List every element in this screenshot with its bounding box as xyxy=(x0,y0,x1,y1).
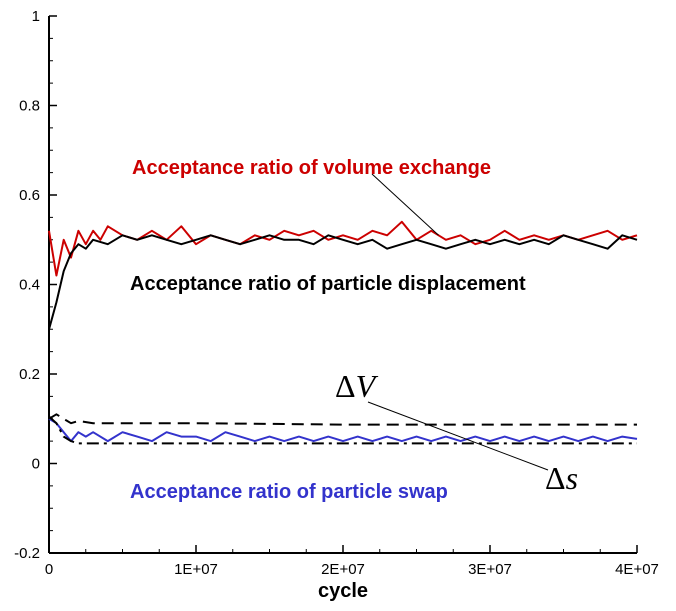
y-tick-label: 0.4 xyxy=(19,277,40,294)
annotation-delta-v: ΔV xyxy=(335,368,379,404)
x-axis-title: cycle xyxy=(318,580,368,602)
annotation-leader-volume-exchange xyxy=(371,173,439,236)
annotation-delta-s: Δs xyxy=(545,460,578,496)
series-delta-v xyxy=(48,413,637,426)
x-tick-label: 1E+07 xyxy=(174,561,218,578)
annotation-leader-delta xyxy=(367,401,549,471)
x-tick-label: 0 xyxy=(45,561,53,578)
annotation-particle-displacement: Acceptance ratio of particle displacemen… xyxy=(130,273,526,295)
annotation-particle-swap: Acceptance ratio of particle swap xyxy=(130,481,448,503)
y-tick-label: 0.6 xyxy=(19,187,40,204)
x-tick-label: 2E+07 xyxy=(321,561,365,578)
axes-group: -0.2 0 0.2 0.4 0.6 0.8 1 0 1E+07 2E+07 3E+07 4E+07 xyxy=(14,8,659,578)
series-particle-displacement xyxy=(48,234,638,330)
series-delta-s xyxy=(48,415,637,445)
y-tick-label: 0.2 xyxy=(19,366,40,383)
y-tick-label: 0.8 xyxy=(19,98,40,115)
series-particle-swap xyxy=(48,417,638,443)
annotation-volume-exchange: Acceptance ratio of volume exchange xyxy=(132,157,491,179)
x-tick-label: 4E+07 xyxy=(615,561,659,578)
y-tick-label: 0 xyxy=(32,456,40,473)
series-volume-exchange xyxy=(48,220,638,277)
y-tick-label: 1 xyxy=(32,8,40,25)
x-tick-label: 3E+07 xyxy=(468,561,512,578)
plot-area xyxy=(48,220,638,445)
y-tick-label: -0.2 xyxy=(14,545,40,562)
